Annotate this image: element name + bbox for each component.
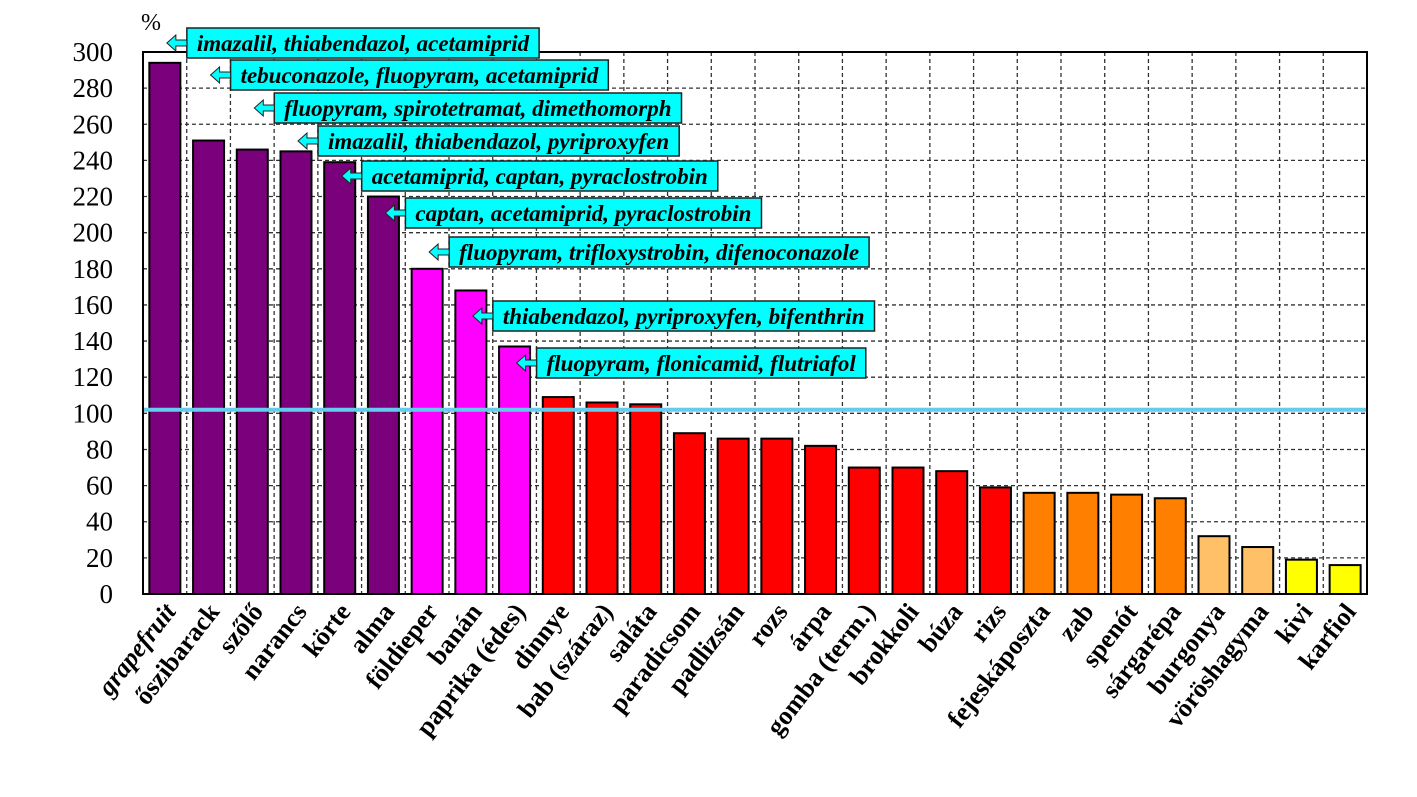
annotation-callout: captan, acetamiprid, pyraclostrobin [384,197,763,229]
bar-15 [760,437,794,596]
annotation-callout: tebuconazole, fluopyram, acetamiprid [209,59,610,91]
annotation-text: fluopyram, spirotetramat, dimethomorph [284,96,671,121]
arrow-left-icon [515,353,538,373]
y-tick-label: 20 [86,543,113,573]
y-tick-label: 0 [100,579,114,609]
bar-18 [891,466,925,595]
x-tick-label: búza [913,598,969,658]
y-tick-label: 40 [86,507,113,537]
arrow-left-icon [340,166,363,186]
arrow-left-icon [209,65,232,85]
bar-5 [323,161,357,595]
annotation-text: tebuconazole, fluopyram, acetamiprid [241,63,599,88]
bar-20 [978,486,1012,596]
annotation-box [186,27,540,59]
bar-28 [1328,564,1362,595]
arrow-left-icon [384,203,406,223]
annotation-box [448,236,870,268]
x-tick-label: rozs [743,598,794,652]
annotation-text: fluopyram, flonicamid, flutriafol [547,351,857,376]
y-tick-label: 160 [73,290,114,320]
arrow-left-icon [253,98,275,118]
bar-3 [235,148,269,595]
bar-22 [1066,491,1100,595]
bar-26 [1241,546,1275,596]
bar-2 [192,139,226,595]
annotation-callout: acetamiprid, captan, pyraclostrobin [340,160,719,192]
bar-19 [935,470,969,595]
annotation-callout: imazalil, thiabendazol, pyriproxyfen [297,125,680,157]
x-axis-labels: grapefruitőszibarackszőlőnarancskörtealm… [91,597,1361,741]
bar-9 [498,345,532,595]
y-axis-ticks: 0 20 40 60 80 100 120 140 160 180 200 220 240 260 280 3… [73,37,114,609]
y-tick-label: 240 [73,145,114,175]
bar-11 [585,401,619,596]
bar-23 [1110,493,1144,595]
arrow-left-icon [428,242,450,262]
annotation-box [273,92,683,124]
bar-27 [1284,558,1318,596]
annotation-box [360,160,719,192]
bar-16 [804,444,838,595]
y-tick-label: 80 [86,434,113,464]
bar-7 [410,267,444,595]
y-tick-label: 280 [73,73,114,103]
annotation-box [317,125,680,157]
annotation-text: fluopyram, trifloxystrobin, difenoconazo… [459,240,859,265]
annotation-callout: fluopyram, spirotetramat, dimethomorph [253,92,683,124]
bar-13 [672,432,706,595]
y-tick-label: 180 [73,254,114,284]
arrow-left-icon [297,131,319,151]
annotation-callout: fluopyram, flonicamid, flutriafol [515,347,867,379]
y-tick-label: 120 [73,362,114,392]
bar-14 [716,437,750,596]
annotation-callout: thiabendazol, pyriproxyfen, bifenthrin [472,300,876,332]
y-tick-label: 140 [73,326,114,356]
plot-frame [142,51,1368,595]
arrow-left-icon [472,306,494,326]
annotation-text: captan, acetamiprid, pyraclostrobin [415,201,751,226]
y-tick-label: 260 [73,109,114,139]
y-tick-label: 220 [73,182,114,212]
bar-6 [366,195,400,596]
y-axis-unit-label: % [141,10,161,36]
y-tick-label: 300 [73,37,114,67]
annotation-callout: imazalil, thiabendazol, acetamiprid [166,27,540,59]
annotation-text: imazalil, thiabendazol, pyriproxyfen [328,129,669,154]
annotations: imazalil, thiabendazol, acetamiprid tebuc… [166,27,876,379]
y-tick-label: 100 [73,398,114,428]
bar-10 [541,396,575,595]
bar-12 [629,403,663,595]
bar-1 [148,61,182,595]
annotation-text: thiabendazol, pyriproxyfen, bifenthrin [503,304,865,329]
annotation-text: acetamiprid, captan, pyraclostrobin [372,164,708,189]
bar-17 [847,466,881,595]
bar-8 [454,289,488,595]
x-tick-label: körte [297,598,356,663]
y-tick-label: 60 [86,471,113,501]
bar-25 [1197,535,1231,595]
annotation-box [492,300,876,332]
bars [148,61,1362,596]
annotation-text: imazalil, thiabendazol, acetamiprid [197,31,530,56]
annotation-box [404,197,763,229]
bar-4 [279,150,313,595]
bar-24 [1153,497,1187,596]
arrow-left-icon [166,33,188,53]
annotation-callout: fluopyram, trifloxystrobin, difenoconazo… [428,236,870,268]
y-tick-label: 200 [73,218,114,248]
bar-21 [1022,491,1056,595]
